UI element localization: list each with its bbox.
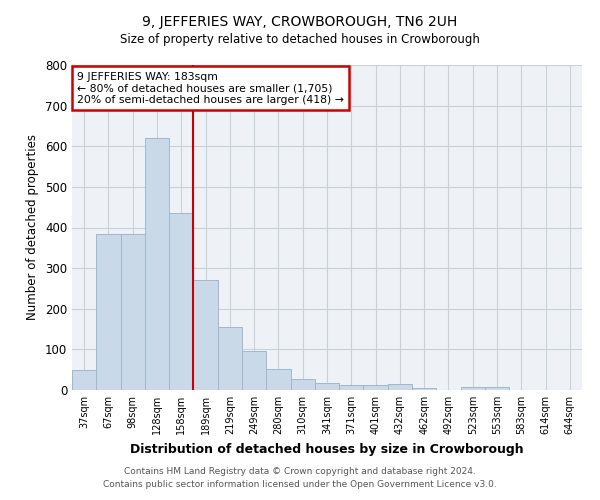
Y-axis label: Number of detached properties: Number of detached properties <box>26 134 40 320</box>
Bar <box>315 382 339 390</box>
X-axis label: Distribution of detached houses by size in Crowborough: Distribution of detached houses by size … <box>130 442 524 456</box>
Bar <box>96 234 121 390</box>
Bar <box>412 388 436 390</box>
Bar <box>388 384 412 390</box>
Bar <box>242 352 266 390</box>
Bar <box>290 378 315 390</box>
Bar <box>266 369 290 390</box>
Text: 9, JEFFERIES WAY, CROWBOROUGH, TN6 2UH: 9, JEFFERIES WAY, CROWBOROUGH, TN6 2UH <box>142 15 458 29</box>
Text: Size of property relative to detached houses in Crowborough: Size of property relative to detached ho… <box>120 32 480 46</box>
Text: Contains public sector information licensed under the Open Government Licence v3: Contains public sector information licen… <box>103 480 497 489</box>
Bar <box>461 387 485 390</box>
Bar <box>193 280 218 390</box>
Bar <box>218 327 242 390</box>
Bar <box>145 138 169 390</box>
Bar <box>339 385 364 390</box>
Text: Contains HM Land Registry data © Crown copyright and database right 2024.: Contains HM Land Registry data © Crown c… <box>124 467 476 476</box>
Bar <box>485 387 509 390</box>
Bar <box>364 385 388 390</box>
Bar <box>121 234 145 390</box>
Text: 9 JEFFERIES WAY: 183sqm
← 80% of detached houses are smaller (1,705)
20% of semi: 9 JEFFERIES WAY: 183sqm ← 80% of detache… <box>77 72 344 104</box>
Bar <box>72 370 96 390</box>
Bar <box>169 214 193 390</box>
